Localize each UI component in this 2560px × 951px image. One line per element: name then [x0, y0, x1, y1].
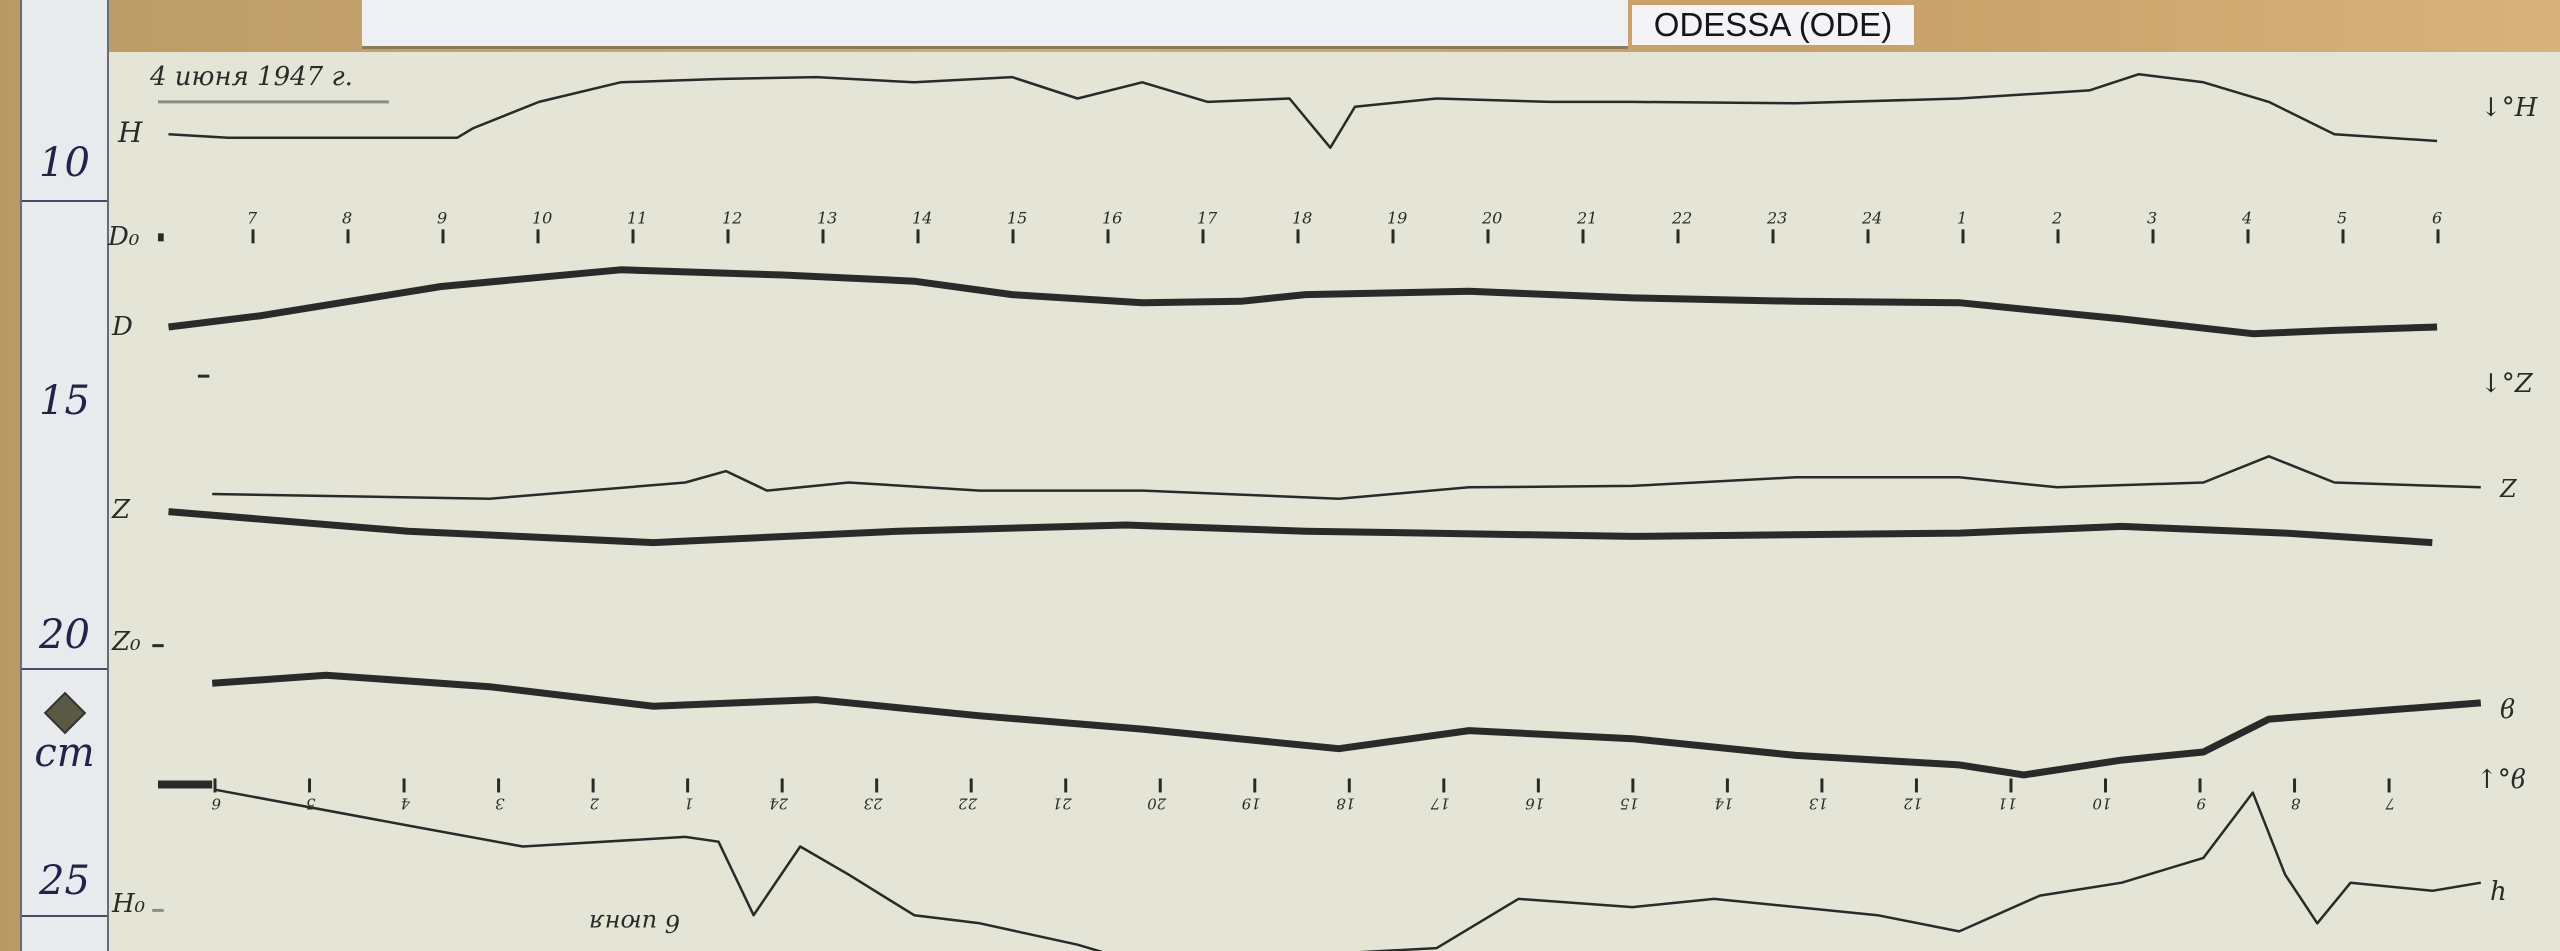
bottom-axis-tick-label: 13: [1809, 794, 1828, 812]
top-axis-tick-label: 4: [2241, 208, 2252, 227]
top-paper-label: [362, 0, 1628, 49]
bottom-axis-tick-label: 20: [1147, 794, 1168, 812]
trace-ϐ: [211, 671, 2482, 779]
bottom-axis-tick-label: 24: [769, 794, 789, 812]
label-D: D: [111, 312, 133, 342]
top-axis-tick-label: 17: [1197, 208, 1218, 227]
bottom-axis-tick-label: 23: [864, 794, 884, 812]
top-axis-tick-label: 15: [1007, 208, 1027, 227]
label-H: H: [117, 116, 143, 149]
top-axis-tick-label: 6: [2432, 208, 2442, 227]
top-axis-tick-label: 2: [2051, 208, 2062, 227]
top-axis-tick-label: 11: [627, 208, 647, 227]
right-label-h: h: [2490, 877, 2507, 907]
bottom-axis-tick-label: 21: [1053, 794, 1073, 812]
top-axis-tick-label: 7: [247, 208, 258, 227]
bottom-axis-tick-label: 1: [684, 794, 694, 812]
top-axis-tick-label: 10: [532, 208, 552, 227]
top-axis-tick-label: 9: [437, 208, 447, 227]
magnetogram-paper: [108, 52, 2560, 951]
top-axis-tick-label: 13: [817, 208, 837, 227]
bottom-axis-tick-label: 19: [1241, 794, 1261, 812]
ruler-divider: [22, 200, 107, 202]
ruler-label-15: 15: [39, 378, 90, 424]
station-label: ODESSA (ODE): [1632, 5, 1914, 45]
top-axis-tick-label: 12: [722, 208, 742, 227]
bottom-axis-tick-label: 17: [1430, 794, 1450, 812]
label-D0: D₀: [107, 222, 140, 252]
bottom-axis-tick-label: 5: [306, 794, 316, 812]
bottom-axis-tick-label: 2: [590, 794, 601, 812]
right-label-b0: ↑°ϐ: [2476, 765, 2526, 795]
bottom-axis-tick-label: 7: [2385, 794, 2395, 812]
top-axis-tick-label: 24: [1861, 208, 1882, 227]
ruler-divider: [22, 915, 107, 917]
label-H0: H₀: [111, 889, 146, 919]
bottom-axis-tick-label: 15: [1620, 794, 1639, 812]
label-Z0: Z₀: [111, 627, 141, 657]
bottom-axis-tick-label: 12: [1903, 794, 1922, 812]
top-axis-tick-label: 18: [1292, 208, 1312, 227]
cm-ruler: 10 15 20 cm 25: [20, 0, 109, 951]
bottom-axis-tick-label: 16: [1525, 794, 1545, 812]
bottom-axis-tick-label: 3: [495, 794, 505, 812]
trace-D: [168, 266, 2438, 338]
bottom-axis-tick-label: 14: [1714, 794, 1733, 812]
top-axis-tick-label: 21: [1576, 208, 1597, 227]
top-axis-tick-label: 1: [1957, 208, 1967, 227]
top-axis-tick-label: 16: [1102, 208, 1122, 227]
top-axis-tick-label: 14: [912, 208, 932, 227]
bottom-axis-tick-label: 18: [1336, 794, 1355, 812]
bottom-axis-tick-label: 6: [211, 794, 221, 812]
trace-H: [168, 72, 2438, 149]
top-axis-tick-label: 5: [2337, 208, 2347, 227]
bottom-axis-tick-label: 11: [1998, 794, 2017, 812]
ruler-divider: [22, 668, 107, 670]
right-label-b: ϐ: [2500, 695, 2515, 725]
bottom-axis-tick-label: 10: [2092, 794, 2112, 812]
ruler-label-10: 10: [39, 140, 90, 186]
top-axis-tick-label: 22: [1671, 208, 1692, 227]
bottom-axis-tick-label: 9: [2196, 794, 2206, 812]
trace-Z-thick: [168, 508, 2433, 547]
top-axis-tick-label: 8: [342, 208, 352, 227]
right-label-H: ↓°H: [2480, 93, 2539, 123]
top-axis-tick-label: 19: [1387, 208, 1407, 227]
top-axis-tick-label: 20: [1481, 208, 1502, 227]
bottom-note: 6 июня: [589, 909, 680, 937]
bottom-axis-tick-label: 4: [401, 794, 412, 812]
top-axis-tick-label: 3: [2147, 208, 2157, 227]
bottom-axis-tick-label: 8: [2291, 794, 2301, 812]
ruler-label-20: 20: [39, 612, 90, 658]
right-label-Z0: ↓°Z: [2480, 369, 2534, 399]
trace-H-bottom: [214, 788, 2482, 951]
label-Z: Z: [111, 495, 131, 525]
ruler-unit-label: cm: [34, 730, 95, 776]
ruler-label-25: 25: [39, 858, 90, 904]
right-label-Z: Z: [2499, 475, 2518, 503]
bottom-axis-tick-label: 22: [958, 794, 978, 812]
top-axis-tick-label: 23: [1766, 208, 1787, 227]
trace-Z: [212, 455, 2481, 500]
date-note: 4 июня 1947 г.: [149, 62, 353, 92]
